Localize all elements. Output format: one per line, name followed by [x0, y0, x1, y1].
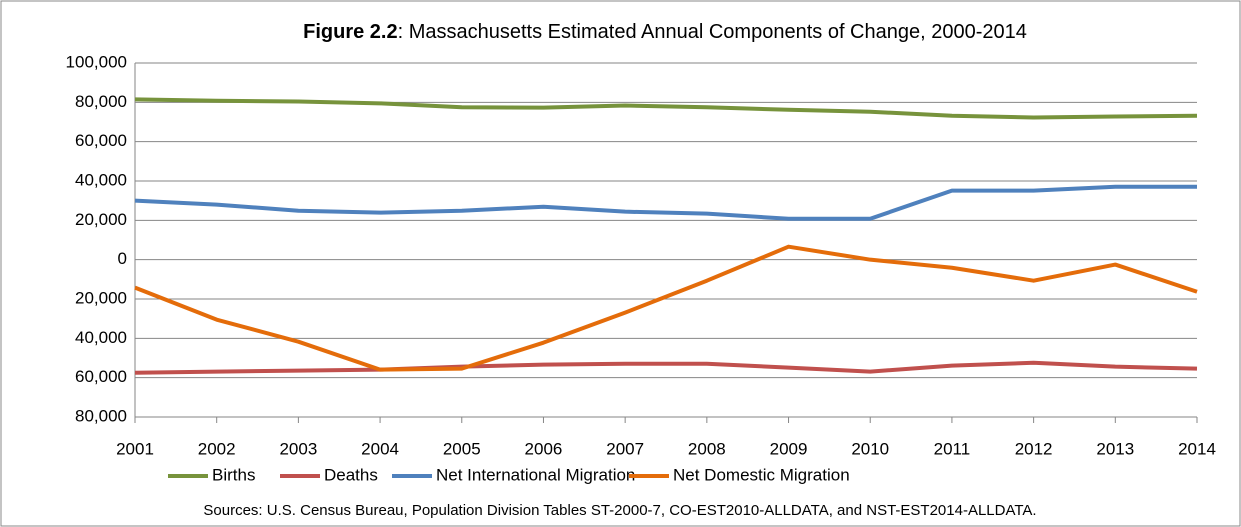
legend-label: Net Domestic Migration: [673, 465, 850, 484]
x-tick-label: 2004: [361, 439, 399, 458]
title-figure: Figure 2.2: [303, 21, 397, 43]
y-tick-label: 80,000: [75, 406, 127, 425]
series-line: [134, 244, 1198, 372]
y-tick-label: 40,000: [75, 328, 127, 347]
x-tick-label: 2011: [934, 439, 971, 458]
y-tick-label: 40,000: [75, 170, 127, 189]
x-tick-label: 2007: [606, 439, 644, 458]
x-tick-label: 2001: [116, 439, 154, 458]
y-tick-label: 80,000: [75, 92, 127, 111]
x-tick-label: 2014: [1178, 439, 1216, 458]
y-tick-label: 60,000: [75, 367, 127, 386]
source-note: Sources: U.S. Census Bureau, Population …: [203, 502, 1036, 519]
x-tick-label: 2006: [525, 439, 563, 458]
x-tick-label: 2005: [443, 439, 481, 458]
legend-label: Births: [212, 465, 255, 484]
y-tick-label: 20,000: [75, 210, 127, 229]
y-tick-label: 100,000: [66, 52, 127, 71]
x-tick-label: 2008: [688, 439, 726, 458]
x-tick-label: 2002: [198, 439, 236, 458]
title-text: : Massachusetts Estimated Annual Compone…: [398, 21, 1027, 43]
series-line: [134, 97, 1198, 120]
x-tick-label: 2003: [279, 439, 317, 458]
x-tick-label: 2012: [1015, 439, 1053, 458]
legend-label: Net International Migration: [436, 465, 635, 484]
y-tick-label: 60,000: [75, 131, 127, 150]
series-line: [134, 184, 1197, 221]
legend-label: Deaths: [324, 465, 378, 484]
x-tick-label: 2009: [770, 439, 808, 458]
x-tick-label: 2010: [851, 439, 889, 458]
y-tick-label: 0: [118, 249, 127, 268]
x-tick-label: 2013: [1096, 439, 1134, 458]
chart-title: Figure 2.2: Massachusetts Estimated Annu…: [303, 21, 1027, 43]
series-line: [134, 360, 1198, 375]
y-tick-label: 20,000: [75, 288, 127, 307]
